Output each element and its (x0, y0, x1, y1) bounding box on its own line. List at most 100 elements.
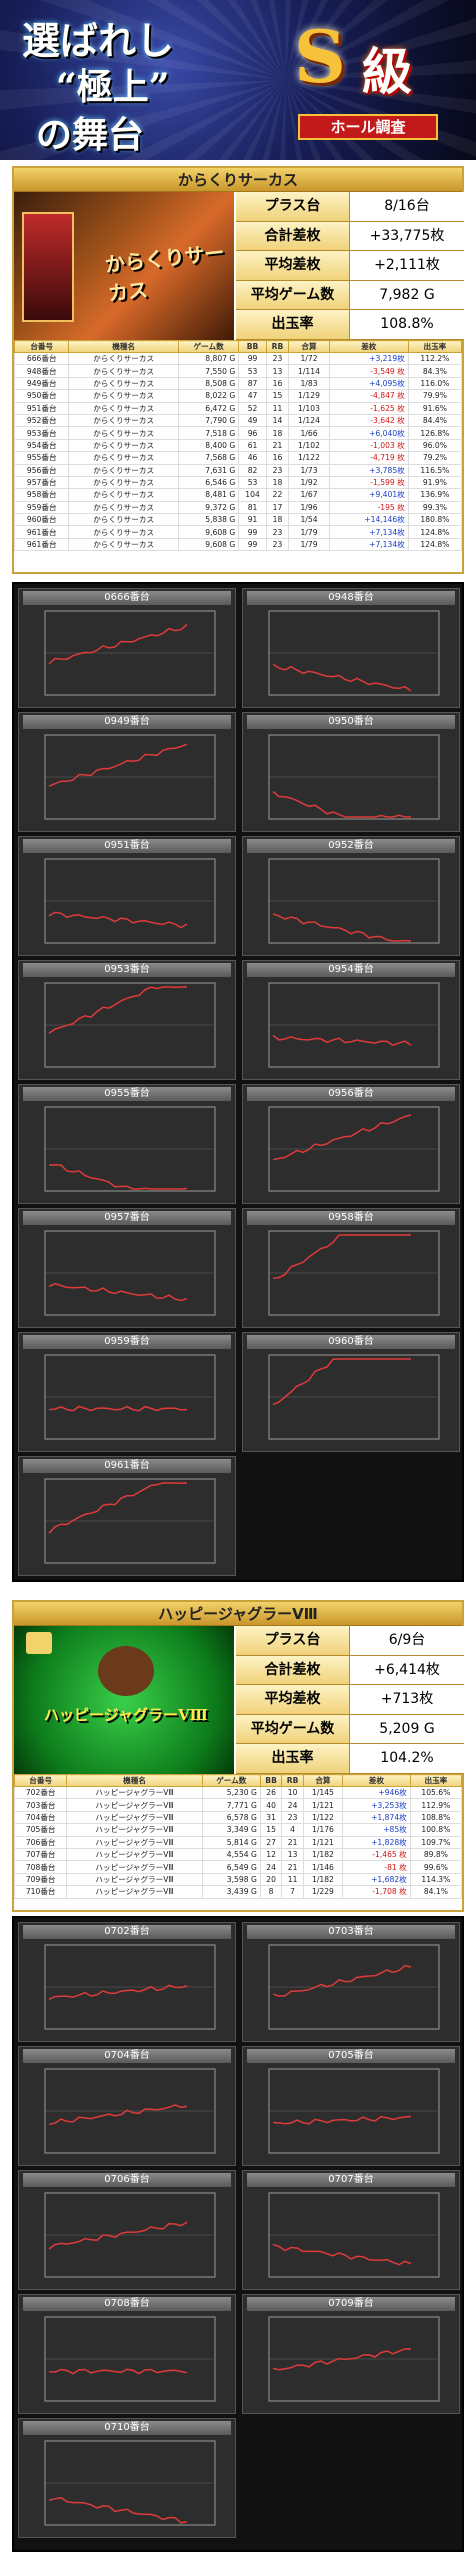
table-cell: 99.3% (407, 500, 463, 515)
graph-cell: 0955番台 (18, 1084, 236, 1204)
table-cell: 1/129 (288, 389, 330, 403)
column-header: ゲーム数 (177, 340, 240, 353)
table-cell: 703番台 (13, 1798, 68, 1812)
table-cell: 707番台 (13, 1847, 68, 1862)
data-line (272, 1358, 411, 1406)
slump-graph (268, 1354, 440, 1440)
table-cell: 6,549 G (201, 1860, 261, 1874)
table-cell: ハッピージャグラーVⅢ (66, 1885, 203, 1899)
table-row: 702番台 ハッピージャグラーVⅢ 5,230 G 26 10 1/145 +946枚 105… (13, 1785, 463, 1800)
graph-cell: 0953番台 (18, 960, 236, 1080)
header-banner: 選ばれし “極上” の舞台 S 級 ホール調査 (0, 0, 476, 160)
table-row: 705番台 ハッピージャグラーVⅢ 3,349 G 15 4 1/176 +85枚 100.8… (13, 1823, 463, 1837)
stat-value: +6,414枚 (350, 1655, 464, 1685)
table-cell: 1/121 (302, 1798, 343, 1812)
data-line (48, 1984, 188, 2000)
stat-row: 平均ゲーム数 5,209 G (236, 1714, 464, 1745)
data-line (272, 2243, 412, 2266)
table-cell: 9,608 G (177, 537, 240, 552)
table-cell: 84.1% (409, 1885, 463, 1899)
column-header: 出玉率 (407, 340, 463, 353)
table-row: 949番台 からくりサーカス 8,508 G 87 16 1/83 +4,095枚 116.0… (13, 376, 463, 391)
machine-image: からくりサーカス (14, 192, 234, 340)
table-cell: 18 (265, 513, 290, 527)
data-line (48, 1405, 188, 1412)
table-cell: 11 (281, 1872, 304, 1887)
table-cell: 6,546 G (177, 475, 240, 490)
column-header: 機種名 (68, 340, 179, 353)
table-cell: 53 (238, 364, 267, 378)
table-cell: ハッピージャグラーVⅢ (66, 1872, 203, 1887)
table-cell: 4 (281, 1823, 304, 1837)
table-cell: からくりサーカス (68, 364, 179, 378)
table-cell: 1/79 (288, 525, 330, 539)
table-cell: 96 (238, 426, 267, 440)
stat-label: 合計差枚 (236, 1655, 350, 1685)
table-cell: 7 (281, 1885, 304, 1899)
table-cell: -1,003 枚 (328, 438, 409, 453)
table-cell: 26 (259, 1785, 283, 1800)
table-cell: +7,134枚 (328, 525, 409, 539)
table-cell: 948番台 (13, 364, 70, 378)
table-cell: 16 (265, 376, 290, 391)
table-cell: 1/72 (288, 351, 330, 366)
table-cell: 112.2% (407, 351, 463, 366)
table-cell: 7,790 G (177, 413, 240, 428)
table-row: 708番台 ハッピージャグラーVⅢ 6,549 G 24 21 1/146 -81 枚 99.… (13, 1860, 463, 1874)
graph-cell: 0666番台 (18, 588, 236, 708)
table-cell: からくりサーカス (68, 475, 179, 490)
table-cell: 109.7% (409, 1835, 463, 1849)
slot-cabinet (22, 212, 74, 322)
data-line (272, 913, 412, 942)
s-rank-badge: S 級 ホール調査 (280, 14, 450, 144)
banner-line-3: の舞台 (36, 114, 145, 156)
table-cell: +6,040枚 (328, 426, 409, 440)
stat-row: 合計差枚 +33,775枚 (236, 221, 464, 252)
table-cell: 14 (265, 413, 290, 428)
table-cell: 61 (238, 438, 267, 453)
table-cell: -1,625 枚 (328, 401, 409, 415)
table-row: 961番台 からくりサーカス 9,608 G 99 23 1/79 +7,134枚 124.8… (13, 525, 463, 539)
graph-cell: 0703番台 (242, 1922, 460, 2042)
table-cell: +4,095枚 (328, 376, 409, 391)
table-cell: +1,682枚 (341, 1872, 411, 1887)
stat-value: +2,111枚 (350, 251, 464, 280)
table-row: 959番台 からくりサーカス 9,372 G 81 17 1/96 -195 枚 99.3% (13, 500, 463, 515)
table-cell: 79.2% (407, 451, 463, 465)
table-cell: 21 (281, 1860, 304, 1874)
table-cell: 20 (259, 1872, 283, 1887)
table-cell: 53 (238, 475, 267, 490)
stat-row: 出玉率 108.8% (236, 310, 464, 340)
data-line (48, 743, 188, 787)
character-figure (98, 1646, 154, 1696)
table-cell: 114.3% (409, 1872, 463, 1887)
table-cell: 91.6% (407, 401, 463, 415)
table-cell: 87 (238, 376, 267, 391)
table-cell: 7,568 G (177, 451, 240, 465)
slump-graph (44, 2440, 216, 2526)
graph-title: 0951番台 (23, 839, 231, 853)
table-cell: 81 (238, 500, 267, 515)
column-header: RB (265, 340, 290, 353)
table-cell: 705番台 (13, 1823, 68, 1837)
table-cell: 23 (265, 463, 290, 477)
table-row: 954番台 からくりサーカス 8,400 G 61 21 1/102 -1,003 枚 96.… (13, 438, 463, 453)
graph-cell: 0952番台 (242, 836, 460, 956)
table-cell: 1/122 (302, 1810, 343, 1825)
table-row: 958番台 からくりサーカス 8,481 G 104 22 1/67 +9,401枚 136.… (13, 488, 463, 502)
table-cell: 961番台 (13, 525, 70, 539)
badge-rank: 級 (362, 42, 412, 101)
table-cell: 21 (265, 438, 290, 453)
table-cell: -195 枚 (328, 500, 409, 515)
table-cell: 1/229 (302, 1885, 343, 1899)
table-cell: 1/67 (288, 488, 330, 502)
karakuri-graph-grid: 0666番台 0948番台 0949番台 0950番台 0951番台 0952番台 0953… (12, 582, 464, 1582)
table-row: 955番台 からくりサーカス 7,568 G 46 16 1/122 -4,719 枚 79.… (13, 451, 463, 465)
table-cell: 12 (259, 1847, 283, 1862)
happy-juggler-graph-grid: 0702番台 0703番台 0704番台 0705番台 0706番台 0707番台 0708… (12, 1916, 464, 2552)
table-cell: 5,814 G (201, 1835, 261, 1849)
table-row: 961番台 からくりサーカス 9,608 G 99 23 1/79 +7,134枚 124.8… (13, 537, 463, 552)
happy-juggler-summary-section: ハッピージャグラーVⅢ ハッピージャグラーVⅢ プラス台 6/9台 合計差枚 +6,414… (12, 1600, 464, 1912)
slump-graph (44, 734, 216, 820)
graph-title: 0704番台 (23, 2049, 231, 2063)
